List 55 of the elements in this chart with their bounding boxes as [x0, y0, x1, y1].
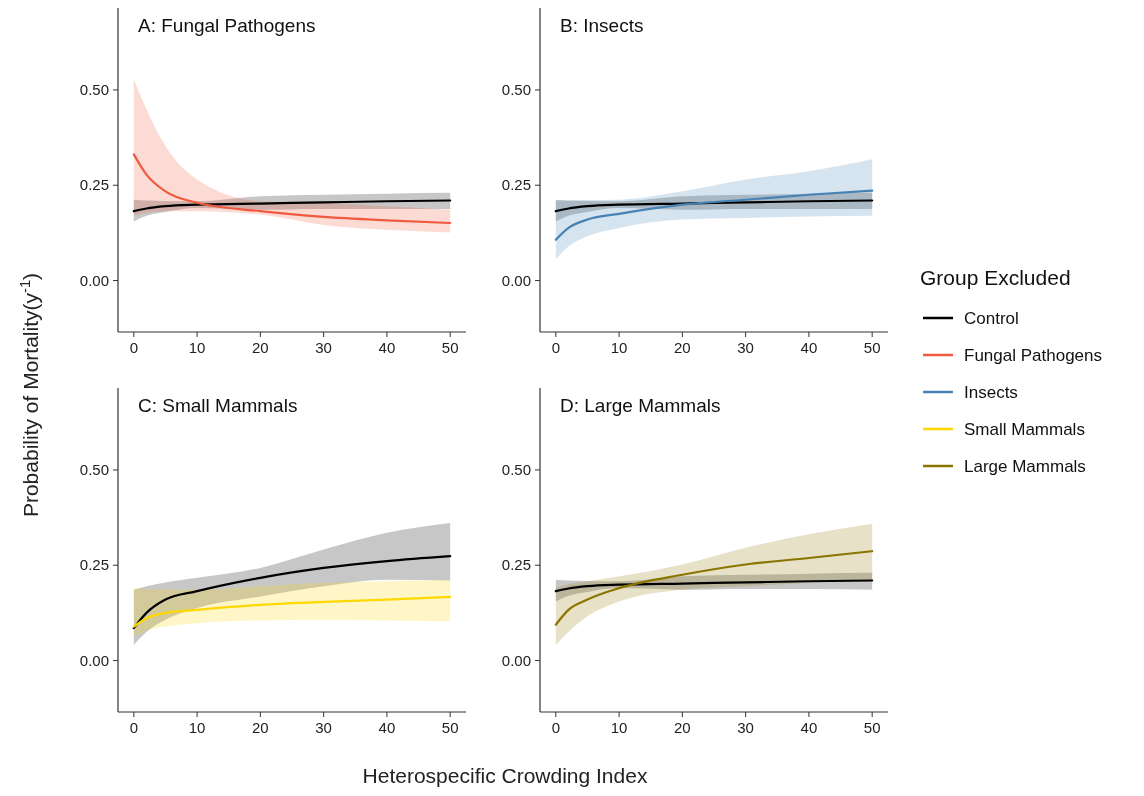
x-tick-label: 40	[378, 339, 396, 356]
legend-label: Small Mammals	[964, 419, 1085, 439]
chart-title: D: Large Mammals	[560, 395, 721, 416]
line-series	[132, 199, 452, 213]
x-tick-label: 20	[252, 339, 269, 356]
y-tick-label: 0.25	[501, 556, 531, 574]
x-axis-title: Heterospecific Crowding Index	[362, 764, 648, 787]
y-tick-label: 0.50	[79, 81, 109, 99]
line-series	[554, 550, 874, 626]
line-series	[554, 199, 874, 213]
x-tick-label: 40	[800, 719, 818, 736]
y-tick-label: 0.00	[79, 271, 109, 289]
x-tick-label: 40	[378, 719, 396, 736]
chart-title: A: Fungal Pathogens	[138, 15, 316, 36]
line-series	[554, 189, 874, 241]
line-series	[132, 555, 452, 630]
x-tick-label: 20	[674, 719, 691, 736]
x-tick-label: 50	[441, 719, 459, 736]
x-tick-label: 50	[863, 339, 881, 356]
x-tick-label: 30	[737, 719, 754, 736]
x-tick-label: 20	[252, 719, 269, 736]
x-tick-label: 10	[610, 719, 628, 736]
legend-label: Fungal Pathogens	[964, 345, 1102, 365]
y-tick-label: 0.00	[501, 651, 531, 669]
y-tick-label: 0.00	[79, 651, 109, 669]
y-tick-label: 0.25	[79, 176, 109, 194]
x-tick-label: 40	[800, 339, 818, 356]
line-series	[554, 579, 874, 593]
x-tick-label: 20	[674, 339, 691, 356]
y-tick-label: 0.50	[501, 461, 531, 479]
y-tick-label: 0.50	[79, 461, 109, 479]
line-series	[132, 595, 452, 628]
y-tick-label: 0.00	[501, 271, 531, 289]
x-tick-label: 0	[129, 719, 138, 736]
x-tick-label: 0	[551, 339, 560, 356]
x-tick-label: 50	[863, 719, 881, 736]
x-tick-label: 10	[610, 339, 628, 356]
y-tick-label: 0.25	[79, 556, 109, 574]
x-tick-label: 30	[315, 339, 332, 356]
legend-label: Large Mammals	[964, 456, 1086, 476]
y-tick-label: 0.50	[501, 81, 531, 99]
legend-label: Control	[964, 308, 1019, 328]
legend-title: Group Excluded	[920, 266, 1071, 289]
x-tick-label: 30	[737, 339, 754, 356]
line-series	[132, 153, 452, 225]
x-tick-label: 0	[551, 719, 560, 736]
x-tick-label: 30	[315, 719, 332, 736]
legend-label: Insects	[964, 382, 1018, 402]
x-tick-label: 10	[188, 339, 206, 356]
y-tick-label: 0.25	[501, 176, 531, 194]
chart-title: B: Insects	[560, 15, 644, 36]
chart-title: C: Small Mammals	[138, 395, 298, 416]
x-tick-label: 10	[188, 719, 206, 736]
x-tick-label: 0	[129, 339, 138, 356]
x-tick-label: 50	[441, 339, 459, 356]
